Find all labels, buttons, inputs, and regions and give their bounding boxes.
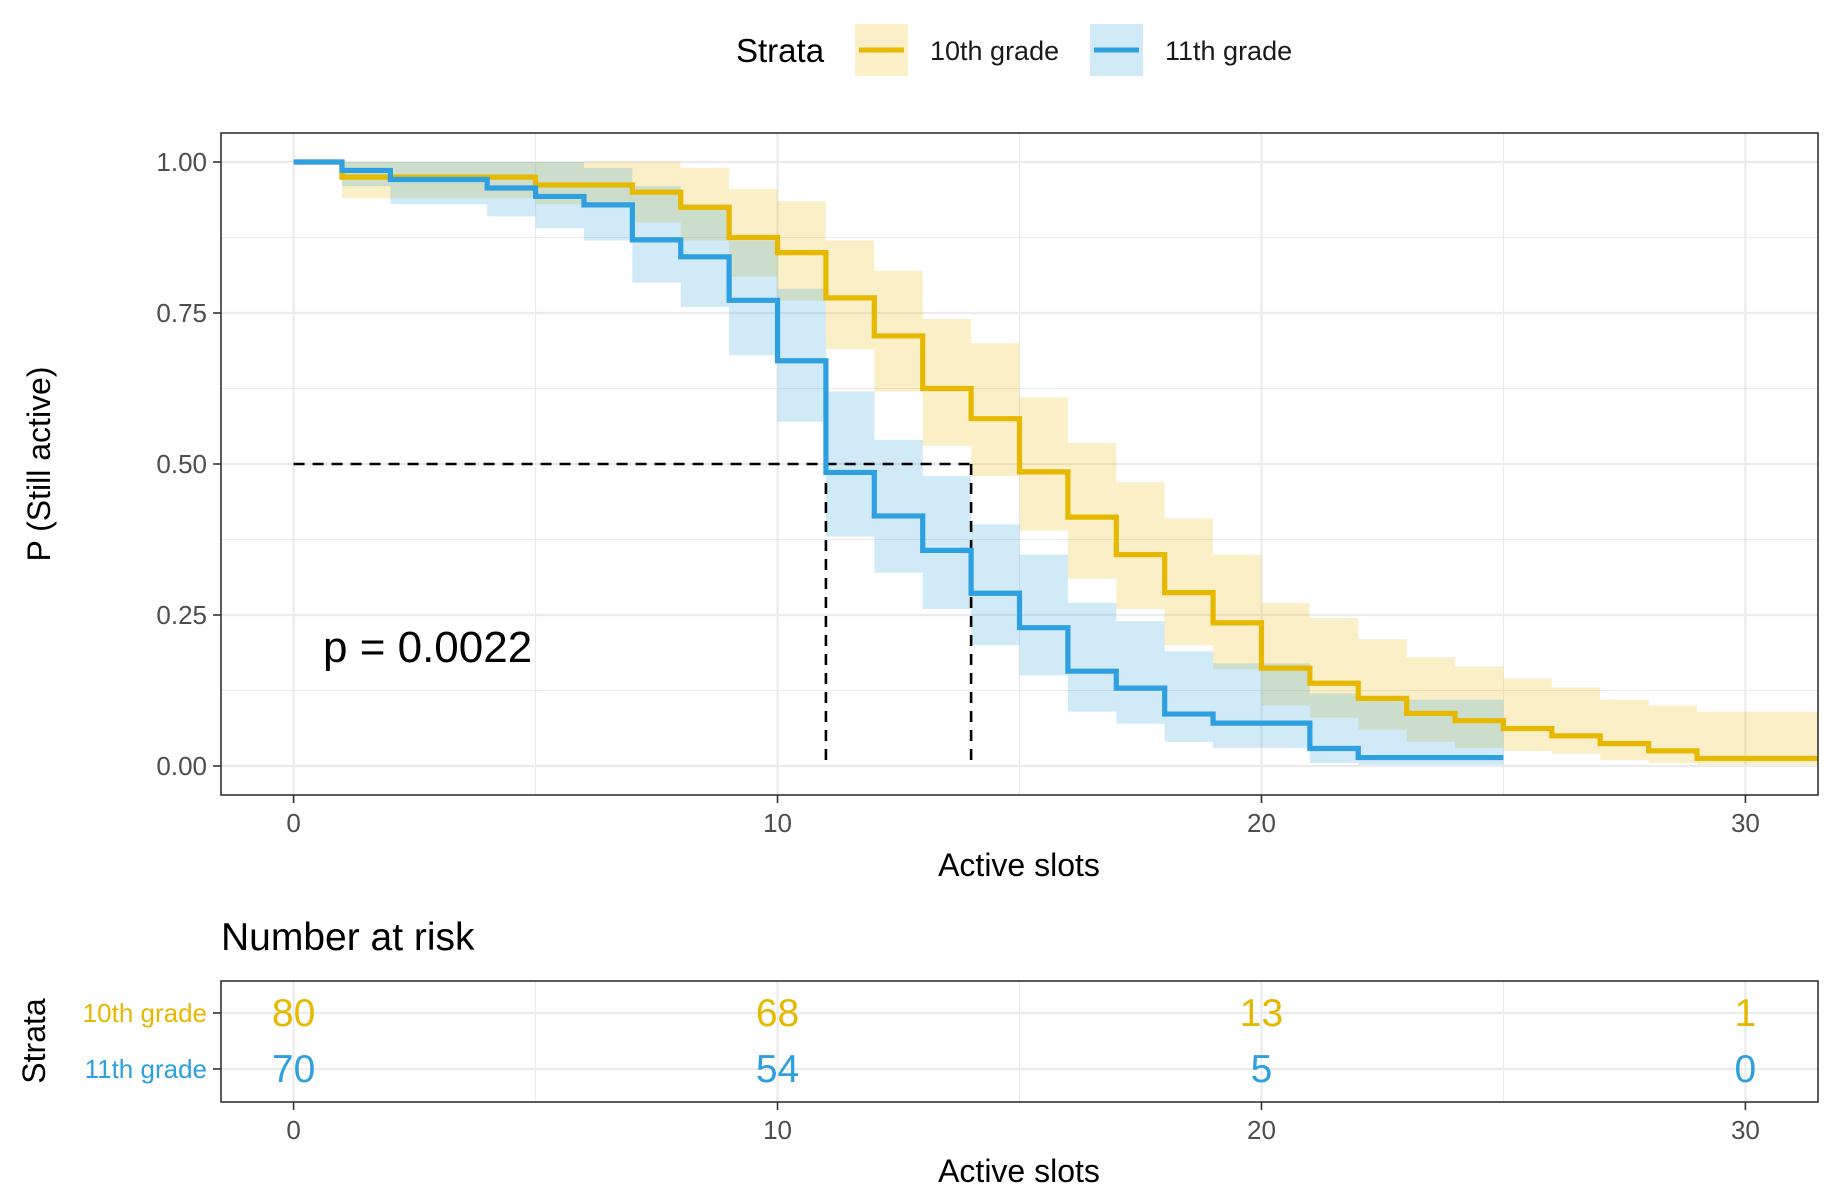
risk-y-axis-title: Strata xyxy=(16,998,52,1084)
y-tick-label-0.75: 0.75 xyxy=(156,298,207,328)
ci-band-11th-grade xyxy=(293,161,1504,765)
y-axis-ticks: 0.00 0.25 0.50 0.75 1.00 xyxy=(156,147,221,781)
p-value-annotation: p = 0.0022 xyxy=(323,623,532,672)
risk-table: Number at risk 80 68 13 170 54 5 0 10th grade1… xyxy=(16,916,1819,1189)
risk-value-10th-grade-t0: 80 xyxy=(272,992,315,1035)
x-tick-label-30: 30 xyxy=(1731,808,1760,838)
median-lines xyxy=(293,462,973,767)
risk-value-11th-grade-t0: 70 xyxy=(272,1048,315,1091)
risk-x-tick-label-30: 30 xyxy=(1731,1115,1760,1145)
risk-x-axis-title: Active slots xyxy=(938,1153,1100,1189)
risk-row-label-11th-grade: 11th grade xyxy=(85,1054,207,1084)
risk-x-axis-ticks: 0 10 20 30 xyxy=(286,1102,1760,1145)
legend-title: Strata xyxy=(736,32,825,69)
risk-x-tick-label-10: 10 xyxy=(763,1115,792,1145)
risk-x-tick-label-20: 20 xyxy=(1247,1115,1276,1145)
survival-curve-10th-grade xyxy=(293,159,1818,762)
legend-label-11th-grade: 11th grade xyxy=(1165,36,1292,66)
risk-value-11th-grade-t20: 5 xyxy=(1251,1048,1273,1091)
x-tick-label-20: 20 xyxy=(1247,808,1276,838)
x-tick-label-0: 0 xyxy=(286,808,300,838)
risk-value-11th-grade-t30: 0 xyxy=(1735,1048,1757,1091)
legend-label-10th-grade: 10th grade xyxy=(930,36,1059,66)
x-tick-label-10: 10 xyxy=(763,808,792,838)
risk-row-label-10th-grade: 10th grade xyxy=(83,998,207,1028)
risk-table-values: 80 68 13 1 70 54 5 0 xyxy=(272,992,1756,1091)
risk-gridlines xyxy=(221,981,1818,1102)
risk-x-tick-label-0: 0 xyxy=(286,1115,300,1145)
x-axis-ticks: 0 10 20 30 xyxy=(286,795,1760,838)
y-tick-label-0.50: 0.50 xyxy=(156,449,207,479)
confidence-bands xyxy=(293,161,1818,765)
ci-band-10th-grade xyxy=(293,161,1818,765)
survival-plot: 0.000.250.500.751.00 0 10 20 30 p = 0.0022 … xyxy=(21,132,1819,883)
risk-table-row-labels: 10th grade 11th grade xyxy=(83,998,221,1084)
risk-value-10th-grade-t30: 1 xyxy=(1735,992,1757,1035)
survival-curves xyxy=(293,159,1818,762)
risk-table-title: Number at risk xyxy=(221,916,475,959)
y-tick-label-1.00: 1.00 xyxy=(156,147,207,177)
y-axis-title: P (Still active) xyxy=(21,366,57,561)
x-axis-title: Active slots xyxy=(938,847,1100,883)
survival-curve-11th-grade xyxy=(293,159,1504,761)
risk-value-11th-grade-t10: 54 xyxy=(756,1048,799,1091)
legend: Strata 10th grade 11th grade xyxy=(736,24,1292,76)
y-tick-label-0.25: 0.25 xyxy=(156,600,207,630)
risk-value-10th-grade-t20: 13 xyxy=(1240,992,1283,1035)
risk-value-10th-grade-t10: 68 xyxy=(756,992,799,1035)
risk-panel-border xyxy=(220,980,1819,1103)
y-tick-label-0.00: 0.00 xyxy=(156,751,207,781)
